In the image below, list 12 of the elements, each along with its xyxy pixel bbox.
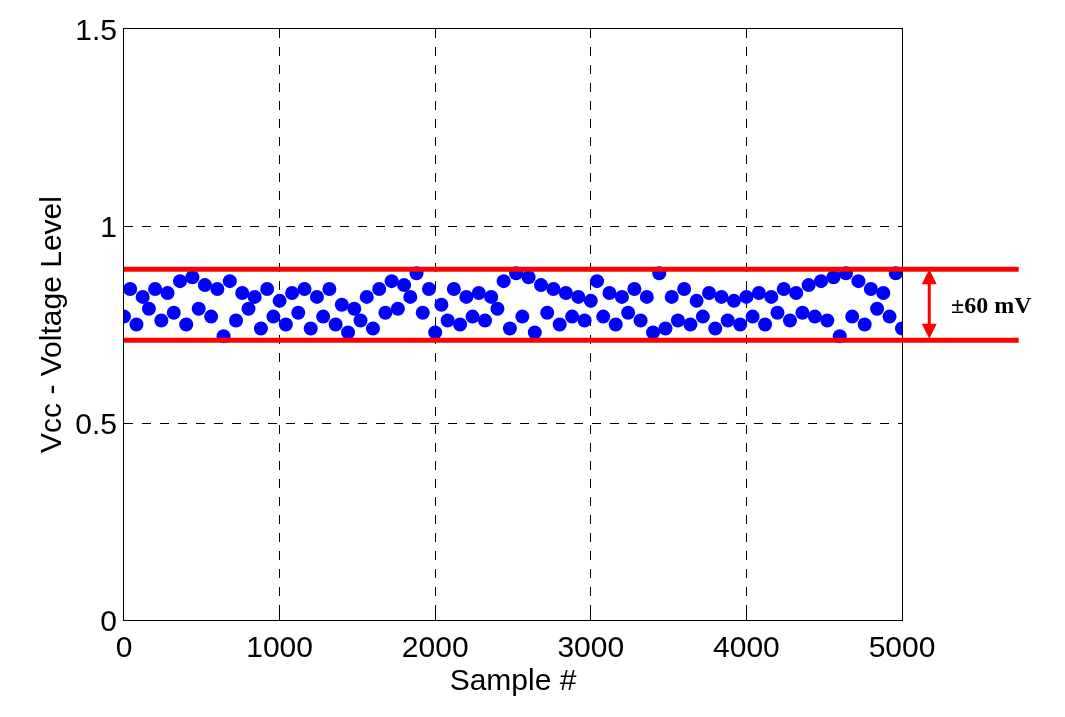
- x-tick-label: 4000: [713, 630, 780, 663]
- x-axis-title: Sample #: [449, 663, 577, 696]
- y-tick-label: 1.5: [75, 12, 117, 46]
- y-tick-label: 0: [100, 603, 117, 637]
- y-tick-label: 0.5: [75, 406, 117, 440]
- text: ±60 mV: [951, 292, 1033, 318]
- y-axis-title: Vcc - Voltage Level: [34, 196, 68, 453]
- y-tick-label: 1: [100, 209, 117, 243]
- x-tick-label: 3000: [557, 630, 625, 663]
- x-tick-label: 5000: [868, 630, 936, 663]
- x-tick-label: 1000: [246, 630, 313, 663]
- x-tick-label: 2000: [401, 630, 469, 663]
